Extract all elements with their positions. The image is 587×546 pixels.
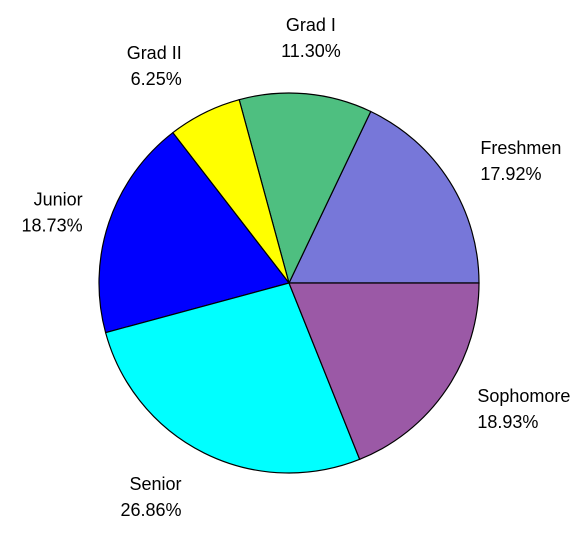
pie-slice [98,131,291,334]
pie-slice [104,282,361,474]
slice-value-label: 17.92% [480,164,541,184]
slice-value-label: 18.73% [22,215,83,235]
slice-value-label: 26.86% [120,500,181,520]
slice-value-label: 18.93% [477,412,538,432]
pie-slice [288,110,480,284]
slice-label: Grad I [286,15,336,35]
pie-slice [238,92,372,285]
slice-label: Grad II [127,43,182,63]
slice-value-label: 11.30% [281,41,341,61]
slice-label: Sophomore [477,386,570,406]
slice-label: Senior [129,474,181,494]
slice-value-label: 6.25% [131,69,182,89]
slice-label: Junior [34,189,83,209]
pie-slice [288,282,480,461]
slice-label: Freshmen [480,138,561,158]
